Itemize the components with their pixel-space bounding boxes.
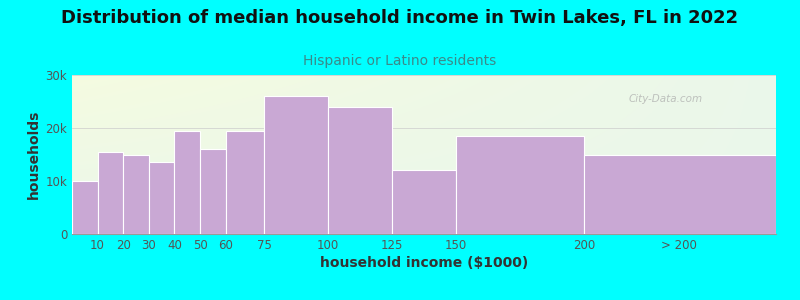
Bar bbox=[72, 181, 98, 234]
Bar bbox=[392, 170, 456, 234]
Bar bbox=[123, 154, 149, 234]
Text: Distribution of median household income in Twin Lakes, FL in 2022: Distribution of median household income … bbox=[62, 9, 738, 27]
Bar bbox=[328, 107, 392, 234]
X-axis label: household income ($1000): household income ($1000) bbox=[320, 256, 528, 270]
Text: Hispanic or Latino residents: Hispanic or Latino residents bbox=[303, 54, 497, 68]
Bar bbox=[584, 154, 776, 234]
Bar bbox=[98, 152, 123, 234]
Text: City-Data.com: City-Data.com bbox=[628, 94, 702, 104]
Bar bbox=[200, 149, 226, 234]
Bar bbox=[456, 136, 584, 234]
Bar bbox=[174, 131, 200, 234]
Bar bbox=[149, 163, 174, 234]
Y-axis label: households: households bbox=[27, 110, 42, 199]
Bar bbox=[226, 131, 264, 234]
Bar bbox=[264, 96, 328, 234]
